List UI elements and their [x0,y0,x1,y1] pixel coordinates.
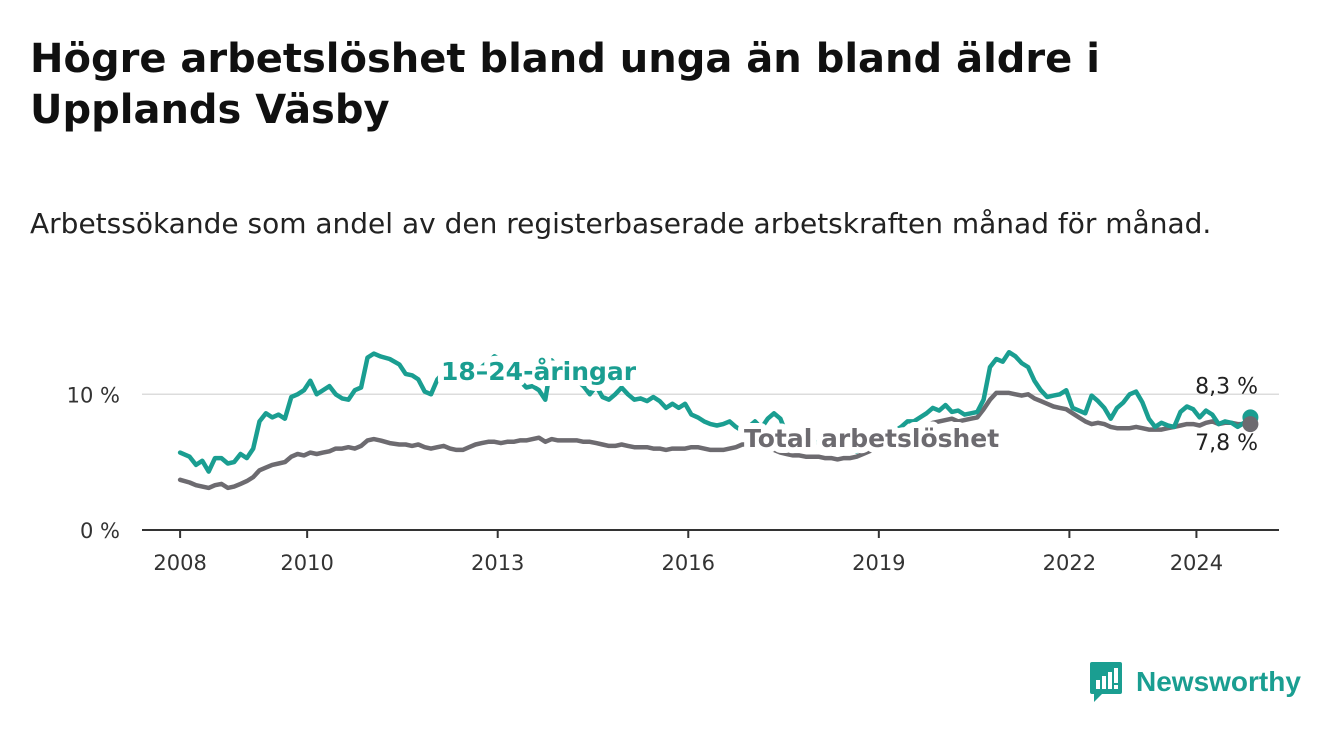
x-axis: 2008 2010 2013 2016 2019 2022 2024 [142,529,1279,575]
x-tick-label: 2024 [1170,551,1223,575]
y-tick-label: 10 % [67,383,120,407]
x-tick-label: 2019 [852,551,905,575]
x-tick-label: 2008 [153,551,206,575]
end-marker-total [1242,416,1259,433]
series-label-youth: 18–24-åringar [441,357,637,386]
newsworthy-icon [1090,662,1122,702]
y-axis-labels: 0 % 10 % [67,383,120,543]
x-tick-label: 2022 [1043,551,1096,575]
y-tick-label: 0 % [80,519,120,543]
series-line-total [177,390,1253,491]
series-line-youth [177,349,1253,474]
x-tick-label: 2013 [471,551,524,575]
series-lines [177,349,1259,491]
x-tick-label: 2016 [662,551,715,575]
brand-name: Newsworthy [1136,666,1301,697]
end-label-total: 7,8 % [1195,431,1258,456]
newsworthy-logo[interactable]: Newsworthy [1088,660,1301,704]
end-label-youth: 8,3 % [1195,374,1258,399]
series-label-total: Total arbetslöshet [744,424,999,453]
x-tick-label: 2010 [280,551,333,575]
series-labels: 8,3 % 7,8 % 18–24-åringar Total arbetslöshe… [435,351,1258,459]
line-chart: 2008 2010 2013 2016 2019 2022 2024 0 % 10 % 8,3… [67,349,1279,575]
chart-title: Högre arbetslöshet bland unga än bland ä… [30,36,1100,133]
chart-subtitle: Arbetssökande som andel av den registerb… [30,207,1212,240]
